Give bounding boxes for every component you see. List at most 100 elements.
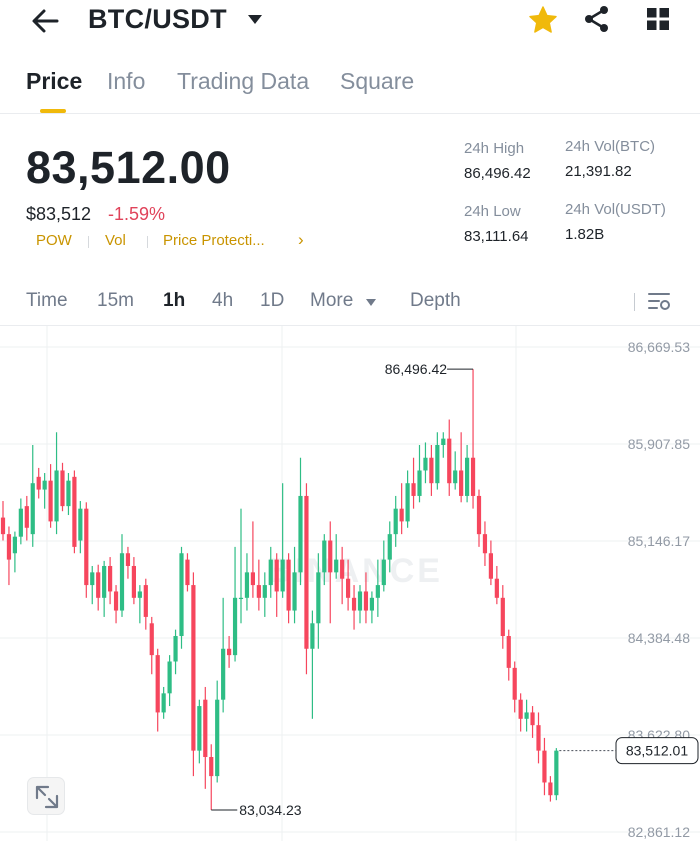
candle-body — [375, 585, 380, 598]
back-arrow-icon[interactable] — [30, 8, 60, 34]
tab-info[interactable]: Info — [107, 68, 146, 94]
candle-body — [393, 508, 398, 535]
candle-body — [423, 457, 428, 471]
tag-price-protection[interactable]: Price Protecti... — [163, 232, 265, 249]
candle-body — [155, 655, 160, 713]
candle-body — [381, 559, 386, 586]
caret-down-icon[interactable] — [245, 11, 265, 27]
candle-body — [500, 597, 505, 637]
interval-depth[interactable]: Depth — [410, 290, 461, 311]
candle-body — [125, 553, 131, 566]
candle-body — [96, 572, 101, 598]
candle-body — [435, 444, 440, 484]
candle-body — [137, 591, 142, 598]
candle-body — [542, 750, 547, 783]
divider — [0, 113, 700, 114]
candle-body — [42, 480, 47, 490]
interval-time[interactable]: Time — [26, 290, 68, 311]
vol-btc-label: 24h Vol(BTC) — [565, 138, 656, 155]
candle-body — [310, 623, 315, 649]
candle-body — [363, 591, 369, 611]
candle-body — [102, 565, 107, 598]
share-icon[interactable] — [583, 5, 611, 33]
candle-body — [554, 750, 559, 796]
low-label: 24h Low — [464, 203, 521, 220]
candle-body — [453, 470, 458, 484]
candlestick-chart[interactable]: 86,669.5385,907.8585,146.1784,384.4883,6… — [0, 326, 700, 841]
candle-body — [232, 597, 238, 656]
divider — [634, 293, 635, 311]
y-tick-label: 84,384.48 — [628, 630, 690, 646]
candle-body — [536, 725, 541, 751]
candle-body — [286, 559, 291, 611]
candle-body — [30, 483, 35, 535]
interval-more[interactable]: More — [310, 290, 354, 311]
interval-bar: Time 15m 1h 4h 1D More Depth — [0, 286, 700, 318]
candle-body — [256, 585, 261, 598]
candle-body — [506, 636, 511, 668]
interval-15m[interactable]: 15m — [97, 290, 134, 311]
candle-body — [72, 476, 77, 547]
candle-body — [298, 495, 303, 573]
tag-vol[interactable]: Vol — [105, 232, 126, 249]
candle-body — [113, 591, 119, 611]
low-marker-label: 83,034.23 — [239, 802, 301, 818]
candle-body — [149, 623, 154, 656]
divider — [0, 325, 700, 326]
grid-icon[interactable] — [646, 7, 670, 31]
candle-body — [548, 782, 553, 796]
candle-body — [66, 480, 71, 507]
current-price-label: 83,512.01 — [626, 743, 688, 759]
high-value: 86,496.42 — [464, 165, 531, 182]
candle-body — [203, 699, 208, 758]
chart-settings-icon[interactable] — [648, 292, 670, 312]
star-icon[interactable] — [528, 5, 558, 35]
candle-body — [238, 597, 244, 600]
candle-body — [48, 480, 53, 522]
candle-body — [262, 585, 267, 598]
last-price: 83,512.00 — [26, 142, 231, 193]
y-tick-label: 86,669.53 — [628, 339, 690, 355]
candle-body — [197, 706, 202, 751]
candle-body — [346, 578, 351, 598]
candle-body — [292, 572, 297, 611]
high-label: 24h High — [464, 140, 525, 157]
expand-chart-button[interactable] — [27, 777, 65, 815]
candle-body — [459, 470, 464, 496]
candle-body — [54, 470, 59, 522]
tag-pow[interactable]: POW — [36, 232, 72, 249]
candle-body — [227, 648, 232, 656]
tab-square[interactable]: Square — [340, 68, 415, 94]
candle-body — [482, 534, 488, 554]
tab-price[interactable]: Price — [26, 68, 83, 94]
tags-more-chevron-icon[interactable]: › — [298, 230, 304, 249]
current-price-tag — [615, 737, 699, 765]
tab-trading-data[interactable]: Trading Data — [177, 68, 310, 94]
candle-body — [18, 508, 23, 537]
candle-body — [476, 495, 482, 535]
candle-body — [209, 757, 214, 777]
pair-title[interactable]: BTC/USDT — [88, 4, 227, 34]
candle-body — [179, 553, 184, 637]
candle-body — [441, 438, 446, 445]
candle-body — [274, 559, 279, 592]
candle-body — [316, 572, 321, 624]
interval-1d[interactable]: 1D — [260, 290, 285, 311]
candle-body — [351, 597, 357, 611]
candle-body — [250, 572, 255, 586]
candle-body — [173, 636, 178, 662]
interval-4h[interactable]: 4h — [212, 290, 234, 311]
candle-body — [185, 559, 190, 586]
candle-body — [119, 553, 125, 611]
tag-separator — [147, 236, 148, 248]
candle-body — [131, 565, 136, 598]
candle-body — [143, 585, 148, 617]
more-caret-down-icon[interactable] — [365, 298, 377, 307]
interval-1h[interactable]: 1h — [163, 290, 186, 311]
candle-body — [429, 457, 434, 484]
expand-icon — [35, 785, 59, 809]
candle-body — [322, 540, 327, 573]
candle-body — [518, 699, 523, 719]
candle-body — [215, 699, 220, 777]
change-percent: -1.59% — [108, 204, 166, 224]
